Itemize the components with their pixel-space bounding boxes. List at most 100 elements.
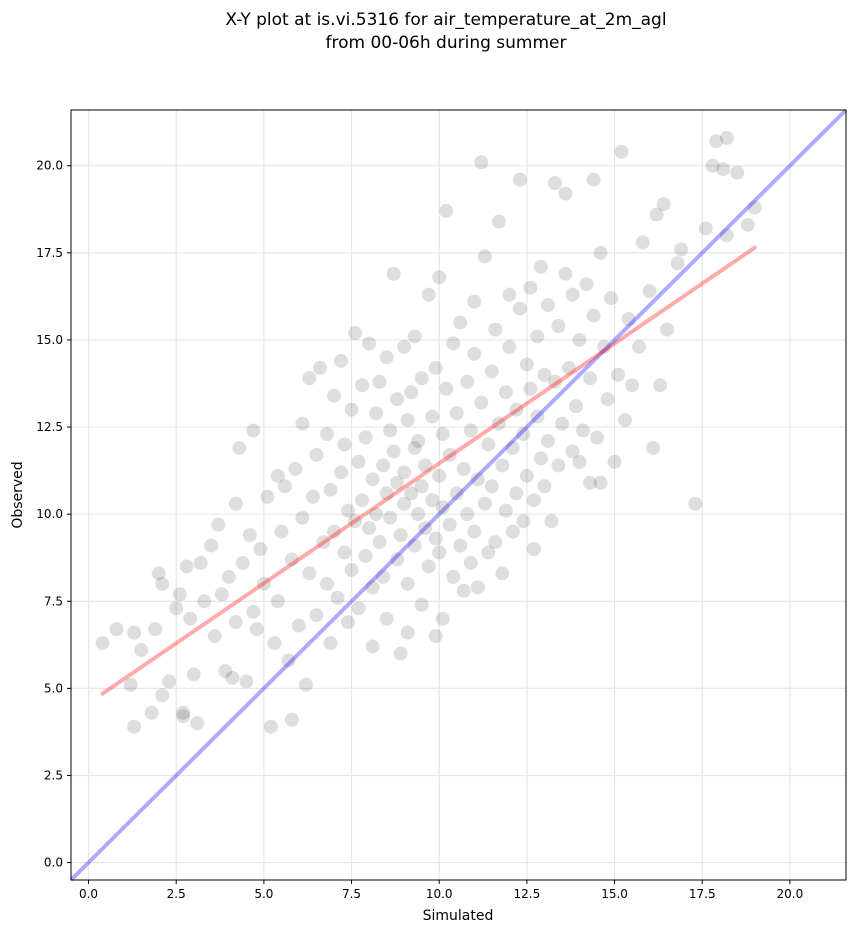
x-tick-label: 20.0	[777, 887, 804, 901]
data-point	[312, 360, 327, 375]
data-point	[376, 458, 391, 473]
data-point	[109, 622, 124, 637]
data-point	[372, 374, 387, 389]
data-point	[523, 280, 538, 295]
data-point	[488, 535, 503, 550]
data-point	[456, 583, 471, 598]
data-point	[383, 510, 398, 525]
y-tick-label: 20.0	[36, 159, 63, 173]
data-point	[390, 552, 405, 567]
data-point	[127, 625, 142, 640]
data-point	[400, 413, 415, 428]
data-point	[428, 360, 443, 375]
data-point	[267, 636, 282, 651]
data-point	[449, 406, 464, 421]
data-point	[172, 587, 187, 602]
data-point	[369, 507, 384, 522]
data-point	[411, 507, 426, 522]
data-point	[291, 618, 306, 633]
data-point	[211, 517, 226, 532]
data-point	[460, 374, 475, 389]
data-point	[551, 319, 566, 334]
data-point	[593, 475, 608, 490]
data-point	[288, 461, 303, 476]
x-tick-label: 2.5	[167, 887, 186, 901]
data-point	[618, 413, 633, 428]
data-point	[698, 221, 713, 236]
y-tick-label: 5.0	[44, 681, 63, 695]
data-point	[330, 590, 345, 605]
data-point	[716, 162, 731, 177]
data-point	[414, 479, 429, 494]
data-point	[646, 440, 661, 455]
data-point	[155, 688, 170, 703]
data-point	[572, 332, 587, 347]
data-point	[498, 503, 513, 518]
data-point	[597, 339, 612, 354]
data-point	[540, 298, 555, 313]
data-point	[351, 454, 366, 469]
data-point	[456, 461, 471, 476]
scatter-points	[95, 130, 762, 734]
data-point	[533, 259, 548, 274]
data-point	[397, 339, 412, 354]
data-point	[495, 458, 510, 473]
data-point	[530, 329, 545, 344]
data-point	[397, 465, 412, 480]
data-point	[635, 235, 650, 250]
data-point	[491, 214, 506, 229]
data-point	[397, 496, 412, 511]
data-point	[747, 200, 762, 215]
data-point	[425, 409, 440, 424]
data-point	[249, 622, 264, 637]
data-point	[502, 287, 517, 302]
data-point	[481, 437, 496, 452]
data-point	[242, 528, 257, 543]
data-point	[197, 594, 212, 609]
chart-subtitle: from 00-06h during summer	[326, 33, 567, 53]
data-point	[614, 144, 629, 159]
data-point	[365, 580, 380, 595]
data-point	[404, 385, 419, 400]
data-point	[144, 705, 159, 720]
data-point	[295, 510, 310, 525]
data-point	[414, 597, 429, 612]
data-point	[239, 674, 254, 689]
data-point	[467, 524, 482, 539]
data-point	[709, 134, 724, 149]
data-point	[207, 629, 222, 644]
data-point	[558, 266, 573, 281]
data-point	[547, 374, 562, 389]
reference-lines	[69, 108, 848, 882]
data-point	[467, 346, 482, 361]
data-point	[674, 242, 689, 257]
data-point	[418, 458, 433, 473]
data-point	[484, 364, 499, 379]
data-point	[425, 493, 440, 508]
data-point	[337, 437, 352, 452]
x-tick-label: 7.5	[342, 887, 361, 901]
data-point	[435, 500, 450, 515]
x-tick-label: 0.0	[79, 887, 98, 901]
data-point	[512, 301, 527, 316]
data-point	[193, 555, 208, 570]
data-point	[572, 454, 587, 469]
data-point	[740, 217, 755, 232]
data-point	[484, 479, 499, 494]
data-point	[421, 287, 436, 302]
data-point	[365, 472, 380, 487]
data-point	[579, 277, 594, 292]
data-point	[400, 625, 415, 640]
y-tick-label: 0.0	[44, 856, 63, 870]
data-point	[432, 545, 447, 560]
data-point	[590, 430, 605, 445]
y-axis-ticks: 0.0 2.5 5.0 7.5 10.0 12.5 15.0 17.5 20.0	[36, 159, 71, 870]
data-point	[512, 172, 527, 187]
data-point	[379, 486, 394, 501]
data-point	[246, 423, 261, 438]
data-point	[334, 353, 349, 368]
data-point	[460, 507, 475, 522]
data-point	[537, 479, 552, 494]
data-point	[505, 524, 520, 539]
data-point	[463, 555, 478, 570]
